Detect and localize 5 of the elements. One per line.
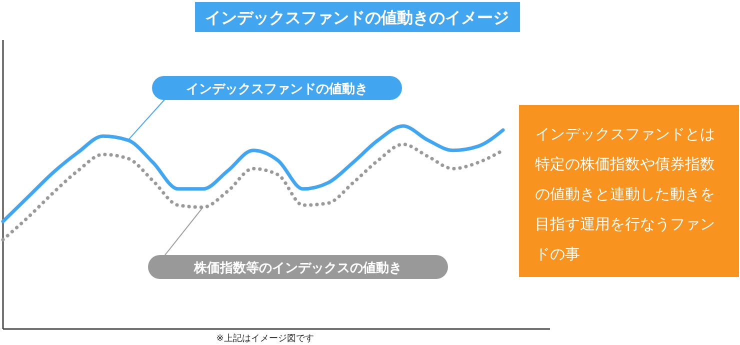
chart-title: インデックスファンドの値動きのイメージ	[205, 8, 509, 27]
text: 株価指数等のインデックスの値動き	[193, 261, 402, 276]
text: インデックスファンドの値動き	[186, 82, 368, 97]
text: インデックスファンドとは特定の株価指数や債券指数の値動きと連動した動きを目指す運用を行なうファンドの事	[519, 105, 739, 277]
text: ※上記はイメージ図です	[216, 333, 314, 344]
